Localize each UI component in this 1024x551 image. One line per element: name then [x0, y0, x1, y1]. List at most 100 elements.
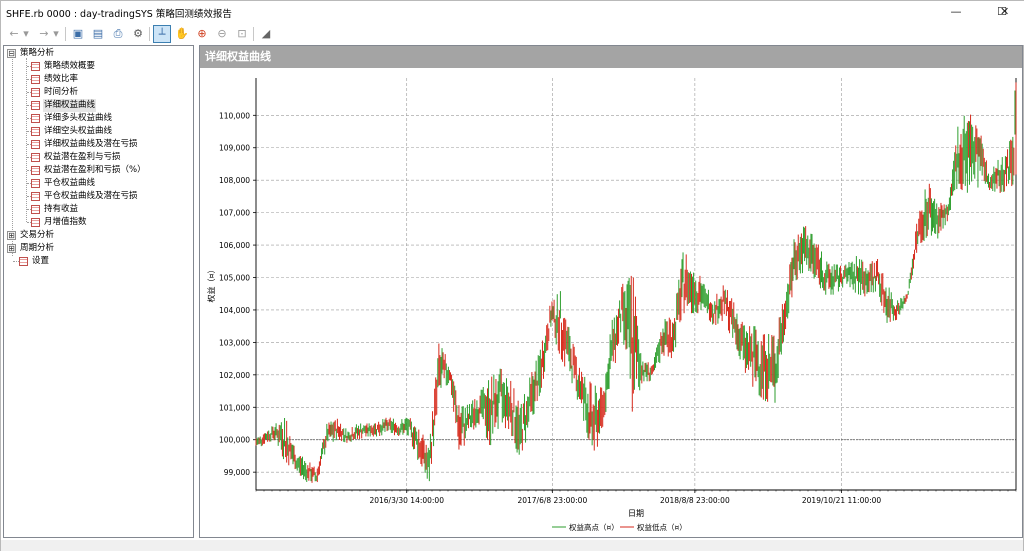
panel-title: 详细权益曲线 — [200, 46, 1022, 68]
chart-icon — [31, 153, 40, 162]
tree-connector — [27, 209, 31, 210]
tree-item-ratios[interactable]: 绩效比率 — [31, 73, 186, 86]
equity-curve-chart[interactable]: 99,000 100,000 101,000 102,000 103,000 104,00… — [200, 68, 1022, 537]
save-icon[interactable]: ▣ — [72, 27, 84, 40]
y-tick-label: 104,000 — [219, 306, 250, 315]
tree-connector — [27, 196, 31, 197]
chart-icon — [31, 140, 40, 149]
report-icon — [31, 88, 40, 97]
tree-item-settings[interactable]: 设置 — [19, 255, 189, 268]
zoom-reset-icon[interactable]: ⊡ — [237, 27, 247, 40]
y-tick-label: 107,000 — [219, 209, 250, 218]
tree-item-time[interactable]: 时间分析 — [31, 86, 186, 99]
back-dropdown-icon[interactable]: ▾ — [23, 27, 29, 40]
chart-grid — [256, 78, 1016, 490]
close-button[interactable]: ✕ — [1000, 5, 1010, 18]
collapse-icon[interactable]: ⊟ — [7, 49, 16, 58]
tree-connector — [27, 144, 31, 145]
minimize-button[interactable]: — — [950, 5, 962, 18]
tree-connector — [27, 66, 31, 67]
tree-group-strategy[interactable]: ⊟ 策略分析 — [7, 47, 187, 60]
legend-label-high: 权益高点（¤） — [569, 522, 619, 532]
maximize-button[interactable]: ☐ — [997, 5, 1007, 18]
tree-connector — [27, 79, 31, 80]
tree-connector — [27, 170, 31, 171]
tree-item-label: 持有收益 — [44, 204, 79, 214]
tree-item-label: 绩效比率 — [44, 74, 79, 84]
tree-item-short-equity[interactable]: 详细空头权益曲线 — [31, 125, 186, 138]
report-icon — [31, 75, 40, 84]
toolbar: ← ▾ → ▾ ▣ ▤ ⎙ ⚙ ┴ ✋ ⊕ ⊖ ⊡ ◢ — [1, 23, 1024, 45]
tree-group-label: 周期分析 — [20, 243, 55, 253]
y-tick-label: 101,000 — [219, 403, 250, 412]
y-tick-label: 110,000 — [219, 111, 250, 120]
title-bar: SHFE.rb 0000 : day-tradingSYS 策略回测绩效报告 —… — [1, 1, 1024, 23]
tree-item-closed-equity-drawdown[interactable]: 平仓权益曲线及潜在亏损 — [31, 190, 186, 203]
x-axis-label: 日期 — [628, 509, 644, 518]
tree-item-holding-return[interactable]: 持有收益 — [31, 203, 186, 216]
toolbar-separator — [253, 27, 254, 41]
tree-item-summary[interactable]: 策略绩效概要 — [31, 60, 186, 73]
tree-item-potential-pl[interactable]: 权益潜在盈利与亏损 — [31, 151, 186, 164]
tree-item-equity-drawdown[interactable]: 详细权益曲线及潜在亏损 — [31, 138, 186, 151]
gear-icon[interactable]: ⚙ — [133, 27, 143, 40]
forward-dropdown-icon[interactable]: ▾ — [53, 27, 59, 40]
x-tick-labels: 2016/3/30 14:00:00 2017/6/8 23:00:00 2018/… — [369, 496, 881, 505]
zoom-in-icon[interactable]: ⊕ — [197, 27, 207, 40]
tree-item-label: 详细多头权益曲线 — [44, 113, 113, 123]
x-tick-label: 2016/3/30 14:00:00 — [369, 496, 444, 505]
zoom-out-icon[interactable]: ⊖ — [217, 27, 227, 40]
chart-icon — [31, 101, 40, 110]
toolbar-separator — [65, 27, 66, 41]
open-book-icon[interactable]: ▤ — [92, 27, 104, 40]
back-arrow-icon[interactable]: ← — [9, 27, 19, 40]
tree-connector — [27, 157, 31, 158]
chart-icon — [31, 114, 40, 123]
tree-connector — [12, 56, 13, 256]
print-icon[interactable]: ⎙ — [113, 27, 123, 40]
tree-item-monthly-index[interactable]: 月增值指数 — [31, 216, 186, 229]
chart-style-icon[interactable]: ◢ — [261, 27, 271, 40]
y-tick-label: 100,000 — [219, 436, 250, 445]
hand-pan-icon[interactable]: ✋ — [175, 27, 189, 40]
tree-item-label: 平仓权益曲线及潜在亏损 — [44, 191, 138, 201]
status-bar — [1, 540, 1023, 551]
expand-icon[interactable]: ⊞ — [7, 244, 16, 253]
y-tick-label: 99,000 — [224, 468, 250, 477]
tree-item-label: 月增值指数 — [44, 217, 87, 227]
chart-icon — [31, 205, 40, 214]
tree-item-equity-curve[interactable]: 详细权益曲线 — [31, 99, 186, 112]
settings-icon — [19, 257, 28, 266]
crosshair-icon[interactable]: ┴ — [153, 25, 171, 43]
y-tick-label: 106,000 — [219, 241, 250, 250]
analysis-tree: ⊟ 策略分析 策略绩效概要 绩效比率 时间分析 详细权益曲线 详细多头权益曲线 — [3, 45, 194, 538]
forward-arrow-icon[interactable]: → — [39, 27, 49, 40]
tree-item-potential-pl-pct[interactable]: 权益潜在盈利和亏损（%） — [31, 164, 191, 177]
y-tick-label: 105,000 — [219, 274, 250, 283]
tree-item-label: 平仓权益曲线 — [44, 178, 96, 188]
tree-connector — [26, 58, 27, 222]
report-icon — [31, 62, 40, 71]
x-tick-label: 2018/8/8 23:00:00 — [660, 496, 730, 505]
tree-item-label: 详细权益曲线及潜在亏损 — [44, 139, 138, 149]
tree-connector — [27, 105, 31, 106]
tree-group-label: 交易分析 — [20, 230, 55, 240]
y-tick-label: 109,000 — [219, 144, 250, 153]
chart-panel: 详细权益曲线 99,000 100,000 101,000 102,000 103,00… — [199, 45, 1023, 538]
y-tick-labels: 99,000 100,000 101,000 102,000 103,000 104,00… — [219, 111, 250, 477]
tree-group-trade[interactable]: ⊞ 交易分析 — [7, 229, 187, 242]
tree-item-label: 策略绩效概要 — [44, 61, 96, 71]
x-tick-label: 2019/10/21 11:00:00 — [802, 496, 882, 505]
tree-item-closed-equity[interactable]: 平仓权益曲线 — [31, 177, 186, 190]
chart-icon — [31, 179, 40, 188]
chart-icon — [31, 218, 40, 227]
chart-icon — [31, 166, 40, 175]
tree-item-long-equity[interactable]: 详细多头权益曲线 — [31, 112, 186, 125]
y-tick-label: 102,000 — [219, 371, 250, 380]
y-tick-label: 108,000 — [219, 176, 250, 185]
expand-icon[interactable]: ⊞ — [7, 231, 16, 240]
tree-connector — [27, 222, 31, 223]
tree-group-period[interactable]: ⊞ 周期分析 — [7, 242, 187, 255]
window-title: SHFE.rb 0000 : day-tradingSYS 策略回测绩效报告 — [6, 9, 232, 20]
